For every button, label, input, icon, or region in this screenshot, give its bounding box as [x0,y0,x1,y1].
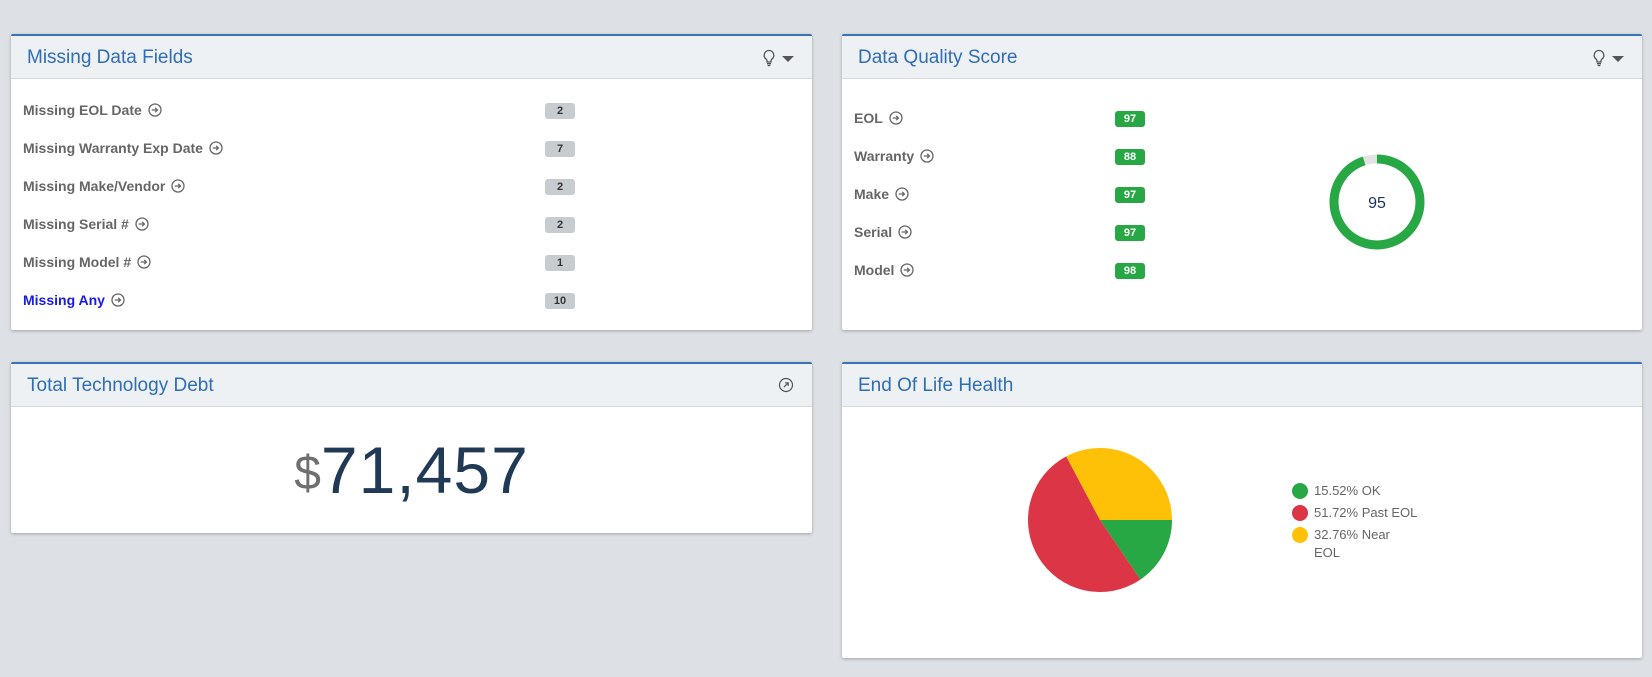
row-label: Serial [854,224,893,240]
pie-slice-near-eol[interactable] [1066,448,1172,520]
score-badge: 97 [1115,225,1145,241]
warranty-score-link[interactable]: Warranty [854,148,934,164]
list-item: Missing Any 10 [11,289,812,313]
row-label: Missing Make/Vendor [23,178,166,194]
eol-pie-chart [1028,448,1172,592]
eol-score-link[interactable]: EOL [854,110,903,126]
legend-item-near-eol[interactable]: 32.76% Near EOL [1292,526,1407,562]
list-item: Missing Model # 1 [11,251,812,275]
legend-item-past-eol[interactable]: 51.72% Past EOL [1292,504,1432,522]
score-badge: 97 [1115,187,1145,203]
list-item: Make 97 [842,183,1642,207]
score-ring-fill [1329,154,1425,250]
arrow-circle-right-icon[interactable] [111,293,125,307]
card-header: Missing Data Fields [11,36,812,79]
score-badge: 88 [1115,149,1145,165]
debt-amount: $71,457 [11,432,812,508]
score-badge: 97 [1115,111,1145,127]
row-label: Missing Serial # [23,216,129,232]
count-badge: 2 [545,217,575,233]
arrow-circle-right-icon[interactable] [889,111,903,125]
legend-marker [1292,483,1308,499]
make-score-link[interactable]: Make [854,186,909,202]
lightbulb-icon[interactable] [1592,49,1606,67]
missing-model-link[interactable]: Missing Model # [23,254,151,270]
card-header: Data Quality Score [842,36,1642,79]
row-label: Make [854,186,890,202]
list-item: Missing Make/Vendor 2 [11,175,812,199]
missing-warranty-exp-date-link[interactable]: Missing Warranty Exp Date [23,140,223,156]
arrow-circle-right-icon[interactable] [135,217,149,231]
card-tools [778,377,794,393]
arrow-circle-right-icon[interactable] [920,149,934,163]
card-header: Total Technology Debt [11,364,812,407]
arrow-circle-right-icon[interactable] [171,179,186,193]
count-badge: 10 [545,293,575,309]
card-title: Data Quality Score [858,47,1018,68]
list-item: EOL 97 [842,107,1642,131]
row-label: EOL [854,110,883,126]
arrow-circle-right-icon[interactable] [209,141,223,155]
count-badge: 2 [545,179,575,195]
row-label: Warranty [854,148,915,164]
missing-serial-link[interactable]: Missing Serial # [23,216,149,232]
arrow-circle-right-icon[interactable] [148,103,162,117]
score-badge: 98 [1115,263,1145,279]
count-badge: 7 [545,141,575,157]
list-item: Missing EOL Date 2 [11,99,812,123]
missing-any-link[interactable]: Missing Any [23,292,125,308]
arrow-circle-right-icon[interactable] [900,263,915,277]
pie-slice-ok[interactable] [1100,520,1172,580]
debt-value: 71,457 [320,433,529,507]
card-tools [762,49,794,67]
card-title: Missing Data Fields [27,47,193,68]
count-badge: 2 [545,103,575,119]
end-of-life-health-card: End Of Life Health 15.52% OK 51.72% Past… [842,362,1642,658]
missing-eol-date-link[interactable]: Missing EOL Date [23,102,162,118]
count-badge: 1 [545,255,575,271]
row-label: Model [854,262,895,278]
legend-item-ok[interactable]: 15.52% OK [1292,482,1432,500]
lightbulb-icon[interactable] [762,49,776,67]
list-item: Missing Warranty Exp Date 7 [11,137,812,161]
missing-make-vendor-link[interactable]: Missing Make/Vendor [23,178,186,194]
currency-symbol: $ [294,447,321,500]
row-label: Missing Warranty Exp Date [23,140,203,156]
card-tools [1592,49,1624,67]
legend-marker [1292,505,1308,521]
chart-legend: 15.52% OK 51.72% Past EOL 32.76% Near EO… [1292,482,1432,566]
list-item: Missing Serial # 2 [11,213,812,237]
serial-score-link[interactable]: Serial [854,224,912,240]
data-quality-score-card: Data Quality Score EOL 97 Warranty 88 Ma… [842,34,1642,330]
row-label: Missing EOL Date [23,102,142,118]
total-technology-debt-card: Total Technology Debt $71,457 [11,362,812,533]
arrow-circle-right-icon[interactable] [137,255,151,269]
arrow-circle-right-icon[interactable] [898,225,912,239]
list-item: Warranty 88 [842,145,1642,169]
legend-label: 51.72% Past EOL [1314,505,1418,520]
dropdown-caret-icon[interactable] [782,56,794,62]
row-label: Missing Model # [23,254,132,270]
legend-label: 32.76% Near EOL [1314,527,1390,560]
missing-data-fields-card: Missing Data Fields Missing EOL Date 2 M… [11,34,812,330]
dropdown-caret-icon[interactable] [1612,56,1624,62]
legend-marker [1292,527,1308,543]
row-label: Missing Any [23,292,105,308]
external-link-icon[interactable] [778,377,794,393]
pie-slice-past-eol[interactable] [1028,456,1141,592]
score-value: 95 [1368,195,1386,212]
legend-label: 15.52% OK [1314,483,1381,498]
model-score-link[interactable]: Model [854,262,915,278]
card-title: Total Technology Debt [27,375,214,396]
list-item: Model 98 [842,259,1642,283]
card-header: End Of Life Health [842,364,1642,407]
arrow-circle-right-icon[interactable] [895,187,909,201]
card-title: End Of Life Health [858,375,1014,396]
score-donut-chart: 95 [1329,154,1425,250]
list-item: Serial 97 [842,221,1642,245]
